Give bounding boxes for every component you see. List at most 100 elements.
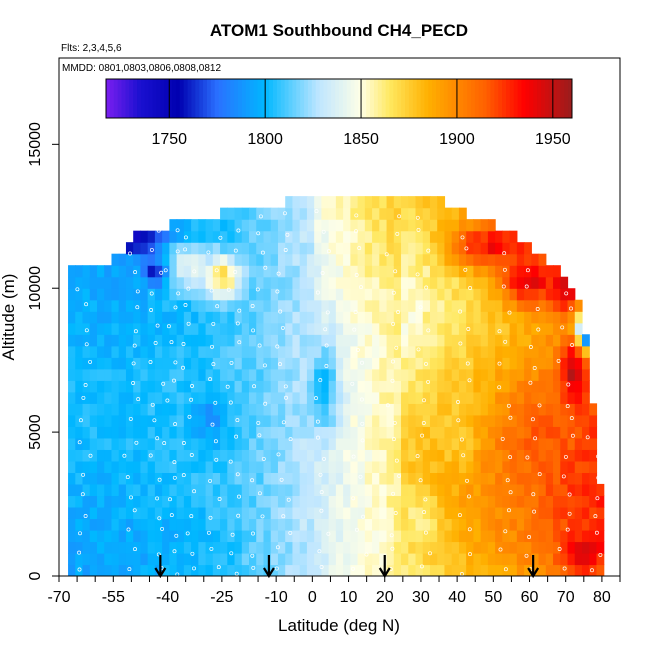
heatmap-cell [133, 253, 142, 266]
heatmap-cell [545, 357, 554, 370]
heatmap-cell [480, 368, 489, 381]
heatmap-cell [335, 196, 344, 209]
heatmap-cell [408, 276, 417, 289]
heatmap-cell [154, 242, 163, 255]
heatmap-cell [372, 276, 380, 289]
heatmap-cell [140, 334, 149, 347]
heatmap-cell [589, 541, 598, 554]
sample-point [456, 418, 461, 423]
heatmap-cell [458, 529, 467, 543]
sample-point [324, 343, 329, 348]
colorbar-segment [222, 79, 227, 118]
sample-point [537, 403, 542, 408]
heatmap-cell [249, 242, 257, 255]
heatmap-cell [364, 265, 373, 278]
heatmap-cell [314, 253, 322, 266]
heatmap-cell [125, 403, 134, 416]
colorbar-segment [203, 79, 208, 118]
heatmap-cell [473, 265, 482, 278]
heatmap-cell [487, 506, 496, 520]
heatmap-cell [429, 230, 438, 243]
heatmap-cell [118, 529, 127, 543]
heatmap-cell [408, 380, 417, 393]
sample-point [320, 271, 325, 275]
heatmap-cell [270, 230, 279, 243]
heatmap-cell [567, 518, 576, 531]
heatmap-cell [372, 380, 380, 393]
heatmap-cell [429, 265, 438, 278]
heatmap-cell [531, 437, 540, 450]
heatmap-cell [270, 437, 279, 450]
heatmap-cell [538, 322, 547, 335]
sample-point [391, 437, 396, 442]
sample-point [173, 360, 178, 365]
sample-point [175, 249, 180, 254]
heatmap-cell [299, 506, 308, 520]
sample-point [187, 414, 192, 419]
heatmap-cell [306, 230, 315, 243]
heatmap-cell [343, 196, 351, 209]
heatmap-cell [75, 564, 84, 576]
heatmap-cell [205, 518, 214, 531]
heatmap-cell [538, 414, 547, 427]
heatmap-cell [372, 391, 380, 404]
heatmap-cell [97, 334, 105, 347]
sample-point [133, 329, 138, 334]
heatmap-cell [191, 472, 199, 485]
heatmap-cell [169, 253, 178, 266]
heatmap-cell [162, 299, 170, 312]
heatmap-cell [458, 265, 467, 278]
heatmap-cell [227, 391, 236, 404]
heatmap-cell [553, 276, 561, 289]
heatmap-cell [97, 299, 105, 312]
heatmap-cell [401, 299, 409, 312]
heatmap-cell [241, 253, 250, 266]
heatmap-cell [234, 299, 243, 312]
heatmap-cell [335, 253, 344, 266]
heatmap-cell [473, 426, 482, 439]
heatmap-cell [75, 403, 84, 416]
heatmap-cell [350, 334, 359, 347]
heatmap-cell [125, 437, 134, 450]
heatmap-cell [162, 518, 170, 531]
colorbar-segment [478, 79, 484, 118]
heatmap-cell [263, 357, 272, 370]
sample-point [426, 328, 431, 333]
heatmap-cell [480, 276, 489, 289]
heatmap-cell [589, 518, 598, 531]
colorbar-segment [129, 79, 134, 118]
heatmap-cell [393, 253, 402, 266]
sample-point [354, 229, 358, 234]
heatmap-cell [249, 288, 257, 301]
sample-point [419, 564, 424, 569]
heatmap-cell [386, 288, 395, 301]
heatmap-cell [408, 529, 417, 543]
heatmap-cell [220, 414, 228, 427]
heatmap-cell [162, 380, 170, 393]
heatmap-cell [343, 483, 351, 497]
heatmap-cell [234, 518, 243, 531]
heatmap-cell [560, 426, 569, 439]
plot-frame [58, 57, 621, 577]
heatmap-cell [560, 472, 569, 485]
heatmap-cell [466, 541, 475, 554]
heatmap-cell [147, 483, 156, 497]
sample-point [165, 398, 170, 403]
heatmap-cell [574, 541, 583, 554]
heatmap-cell [68, 380, 76, 393]
heatmap-cell [263, 345, 272, 358]
sample-point [83, 383, 88, 387]
heatmap-cell [292, 426, 301, 439]
sample-point [251, 531, 255, 536]
sample-point [159, 270, 164, 275]
heatmap-cell [458, 414, 467, 427]
heatmap-cell [176, 276, 185, 289]
heatmap-cell [372, 518, 380, 531]
heatmap-cell [458, 299, 467, 312]
heatmap-cell [401, 196, 409, 209]
heatmap-cell [589, 460, 598, 473]
heatmap-cell [473, 437, 482, 450]
heatmap-cell [516, 437, 525, 450]
heatmap-cell [125, 449, 134, 462]
heatmap-cell [487, 552, 496, 566]
